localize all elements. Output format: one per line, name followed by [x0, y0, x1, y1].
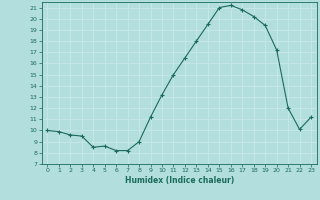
X-axis label: Humidex (Indice chaleur): Humidex (Indice chaleur): [124, 176, 234, 185]
